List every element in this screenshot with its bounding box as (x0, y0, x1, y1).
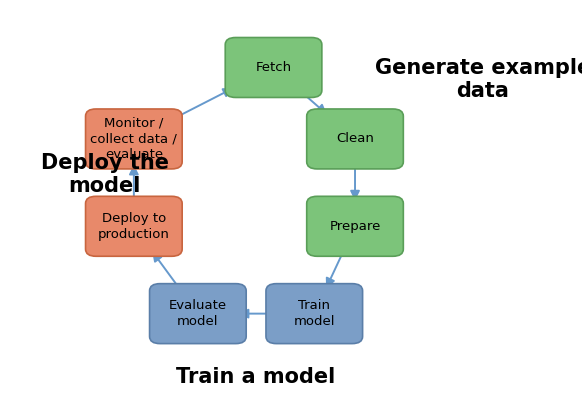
Text: Deploy to
production: Deploy to production (98, 212, 170, 241)
FancyBboxPatch shape (266, 283, 363, 343)
Text: Clean: Clean (336, 133, 374, 145)
Text: Prepare: Prepare (329, 220, 381, 233)
FancyBboxPatch shape (86, 109, 182, 169)
Text: Deploy the
model: Deploy the model (41, 153, 169, 196)
FancyBboxPatch shape (225, 38, 322, 98)
Text: Fetch: Fetch (255, 61, 292, 74)
FancyBboxPatch shape (86, 197, 182, 256)
Text: Monitor /
collect data /
evaluate: Monitor / collect data / evaluate (90, 116, 178, 162)
Text: Train
model: Train model (293, 299, 335, 328)
FancyBboxPatch shape (307, 197, 403, 256)
FancyBboxPatch shape (150, 283, 246, 343)
Text: Train a model: Train a model (176, 367, 336, 387)
Text: Generate example
data: Generate example data (375, 58, 582, 101)
Text: Evaluate
model: Evaluate model (169, 299, 227, 328)
FancyBboxPatch shape (307, 109, 403, 169)
